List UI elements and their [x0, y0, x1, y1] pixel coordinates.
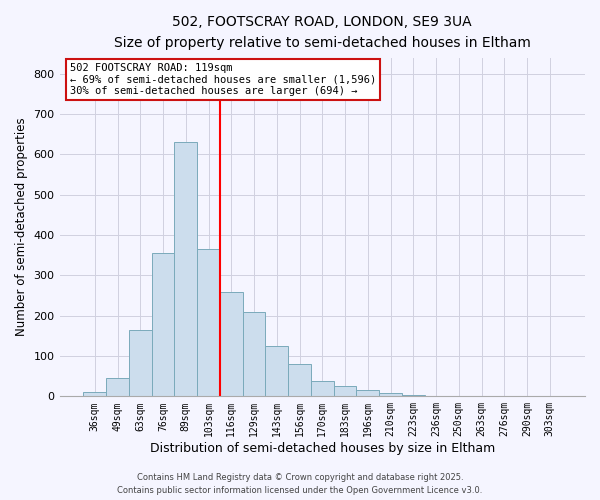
Bar	[152, 253, 175, 396]
X-axis label: Distribution of semi-detached houses by size in Eltham: Distribution of semi-detached houses by …	[149, 442, 495, 455]
Bar	[265, 346, 288, 397]
Bar	[220, 292, 242, 397]
Y-axis label: Number of semi-detached properties: Number of semi-detached properties	[15, 118, 28, 336]
Bar	[129, 330, 152, 396]
Bar	[197, 249, 220, 396]
Bar	[175, 142, 197, 396]
Bar	[311, 382, 334, 396]
Bar	[83, 392, 106, 396]
Bar	[402, 395, 425, 396]
Title: 502, FOOTSCRAY ROAD, LONDON, SE9 3UA
Size of property relative to semi-detached : 502, FOOTSCRAY ROAD, LONDON, SE9 3UA Siz…	[114, 15, 531, 50]
Bar	[356, 390, 379, 396]
Bar	[334, 386, 356, 396]
Bar	[288, 364, 311, 396]
Bar	[106, 378, 129, 396]
Text: Contains HM Land Registry data © Crown copyright and database right 2025.
Contai: Contains HM Land Registry data © Crown c…	[118, 474, 482, 495]
Bar	[242, 312, 265, 396]
Text: 502 FOOTSCRAY ROAD: 119sqm
← 69% of semi-detached houses are smaller (1,596)
30%: 502 FOOTSCRAY ROAD: 119sqm ← 69% of semi…	[70, 63, 376, 96]
Bar	[379, 393, 402, 396]
